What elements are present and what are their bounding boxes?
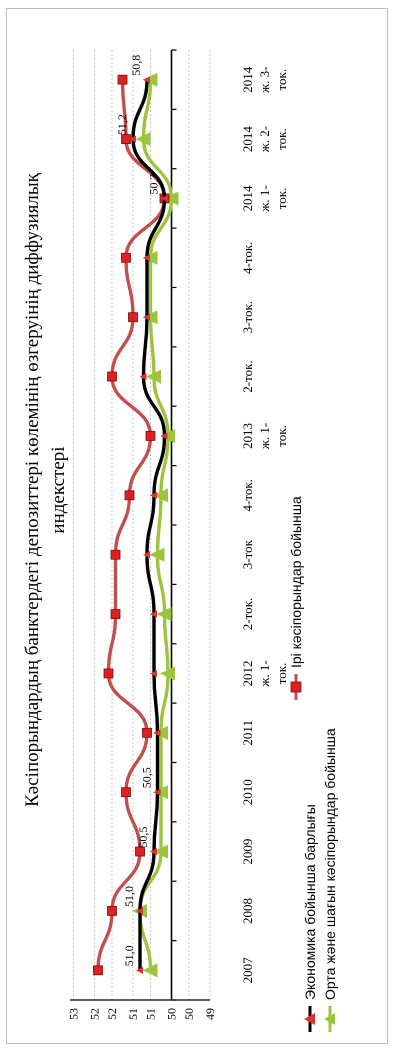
series-line-2 <box>96 79 167 971</box>
x-tick-label: 2-ток. <box>240 598 255 630</box>
x-tick-label: ж. 2- <box>257 126 272 153</box>
series-point-2 <box>110 549 121 560</box>
series-point-0 <box>143 551 150 559</box>
x-tick-label: 2-ток. <box>240 360 255 392</box>
series-point-1 <box>163 191 179 206</box>
y-tick-label: 51 <box>126 1008 140 1020</box>
x-tick-label: 2009 <box>240 839 255 865</box>
x-tick-label: 2014 <box>240 185 255 212</box>
legend-label: Экономика бойынша барлығы <box>302 804 318 1000</box>
series-point-2 <box>142 727 152 738</box>
y-tick-label: 49 <box>203 1008 217 1020</box>
data-label: 51,0 <box>122 945 136 966</box>
chart-title-line-1: Кәсіпорындардың банктердегі депозиттері … <box>22 172 43 807</box>
chart-frame <box>6 8 388 1044</box>
series-point-2 <box>145 431 156 441</box>
x-tick-label: ток. <box>274 69 289 91</box>
x-tick-label: ток. <box>274 663 289 685</box>
legend-swatch-marker <box>290 681 302 693</box>
data-labels: 51,0 51,0 50,5 50,5 50,3 51,2 50,8 <box>115 55 161 967</box>
series-point-2 <box>135 846 145 857</box>
series-point-2 <box>103 668 114 679</box>
series-point-2 <box>107 906 117 916</box>
y-tick-label: 52 <box>88 1008 102 1020</box>
series-point-0 <box>139 373 147 381</box>
series-line-0 <box>131 79 167 971</box>
x-tick-label: 4-ток. <box>240 242 255 274</box>
y-tick-label: 53 <box>67 1008 81 1020</box>
x-tick-label: 3-ток. <box>240 301 255 333</box>
series-point-0 <box>160 194 168 202</box>
data-label: 51,0 <box>122 886 136 907</box>
x-tick-label: 2008 <box>240 898 255 924</box>
y-tick-label: 51 <box>144 1008 158 1020</box>
chart-title-group: Кәсіпорындардың банктердегі депозиттері … <box>22 172 69 807</box>
x-tick-label: 2012 <box>240 660 255 686</box>
y-tick-label: 50 <box>182 1008 196 1020</box>
legend-label: Ірі кәсіпорындар бойынша <box>288 496 304 668</box>
data-label: 50,5 <box>140 767 154 788</box>
series-point-0 <box>136 907 143 915</box>
x-tick-label: 2011 <box>240 720 255 746</box>
series-point-0 <box>150 610 157 618</box>
data-label: 50,3 <box>147 173 161 194</box>
series-point-2 <box>121 787 131 798</box>
series-group <box>93 72 179 978</box>
y-tick-label: 52 <box>105 1008 119 1020</box>
series-point-2 <box>121 252 131 263</box>
series-point-0 <box>143 313 150 321</box>
series-point-0 <box>153 788 161 796</box>
x-tick-label: ж. 1- <box>257 185 272 212</box>
series-point-1 <box>135 132 151 147</box>
x-tick-label: ток. <box>274 188 289 210</box>
x-tick-label: ж. 1- <box>257 660 272 687</box>
x-tick-label: ж. 1- <box>257 423 272 450</box>
series-point-2 <box>117 74 128 85</box>
x-tick-label: ток. <box>274 425 289 447</box>
series-line-1 <box>138 79 174 971</box>
series-point-1 <box>142 963 158 978</box>
series-point-1 <box>160 666 175 681</box>
legend-swatch-marker <box>324 1013 335 1025</box>
legend: Экономика бойынша барлығы Орта және шағын… <box>288 496 338 1032</box>
series-point-0 <box>150 669 157 677</box>
series-point-1 <box>149 547 165 562</box>
data-label: 50,5 <box>136 827 150 848</box>
x-tick-label: 2013 <box>240 423 255 449</box>
series-point-0 <box>143 254 150 262</box>
series-point-1 <box>146 369 161 384</box>
series-point-0 <box>160 432 168 440</box>
series-point-0 <box>150 848 157 856</box>
legend-label: Орта және шағын кәсіпорындар бойынша <box>322 728 338 1000</box>
x-tick-label: 2007 <box>240 957 255 984</box>
chart-title-line-2: индекстері <box>48 446 69 533</box>
x-tick-label: 2014 <box>240 126 255 153</box>
series-point-2 <box>93 965 103 976</box>
gridlines <box>73 50 211 1000</box>
series-point-0 <box>150 491 157 499</box>
x-tick-label: 2010 <box>240 779 255 805</box>
x-tick-label: 2014 <box>240 66 255 93</box>
data-label: 51,2 <box>115 114 129 135</box>
series-point-0 <box>153 729 161 737</box>
legend-swatch-marker <box>304 1013 315 1025</box>
y-tick-label: 50 <box>165 1008 179 1020</box>
series-point-1 <box>153 844 168 859</box>
series-point-2 <box>124 490 135 501</box>
tick-labels: 4950505151525253200720082009201020112012… <box>67 66 290 1020</box>
series-point-2 <box>110 609 121 619</box>
series-point-2 <box>128 312 138 323</box>
series-point-0 <box>129 135 136 143</box>
x-tick-label: 4-ток. <box>240 479 255 511</box>
series-point-0 <box>136 966 143 974</box>
series-point-2 <box>107 371 117 382</box>
x-tick-label: 3-ток <box>240 539 255 569</box>
x-tick-label: ж. 3- <box>257 67 272 94</box>
series-point-1 <box>156 607 172 622</box>
series-point-0 <box>143 76 150 84</box>
series-point-1 <box>153 488 168 503</box>
x-tick-label: ток. <box>274 128 289 150</box>
data-label: 50,8 <box>129 55 143 76</box>
